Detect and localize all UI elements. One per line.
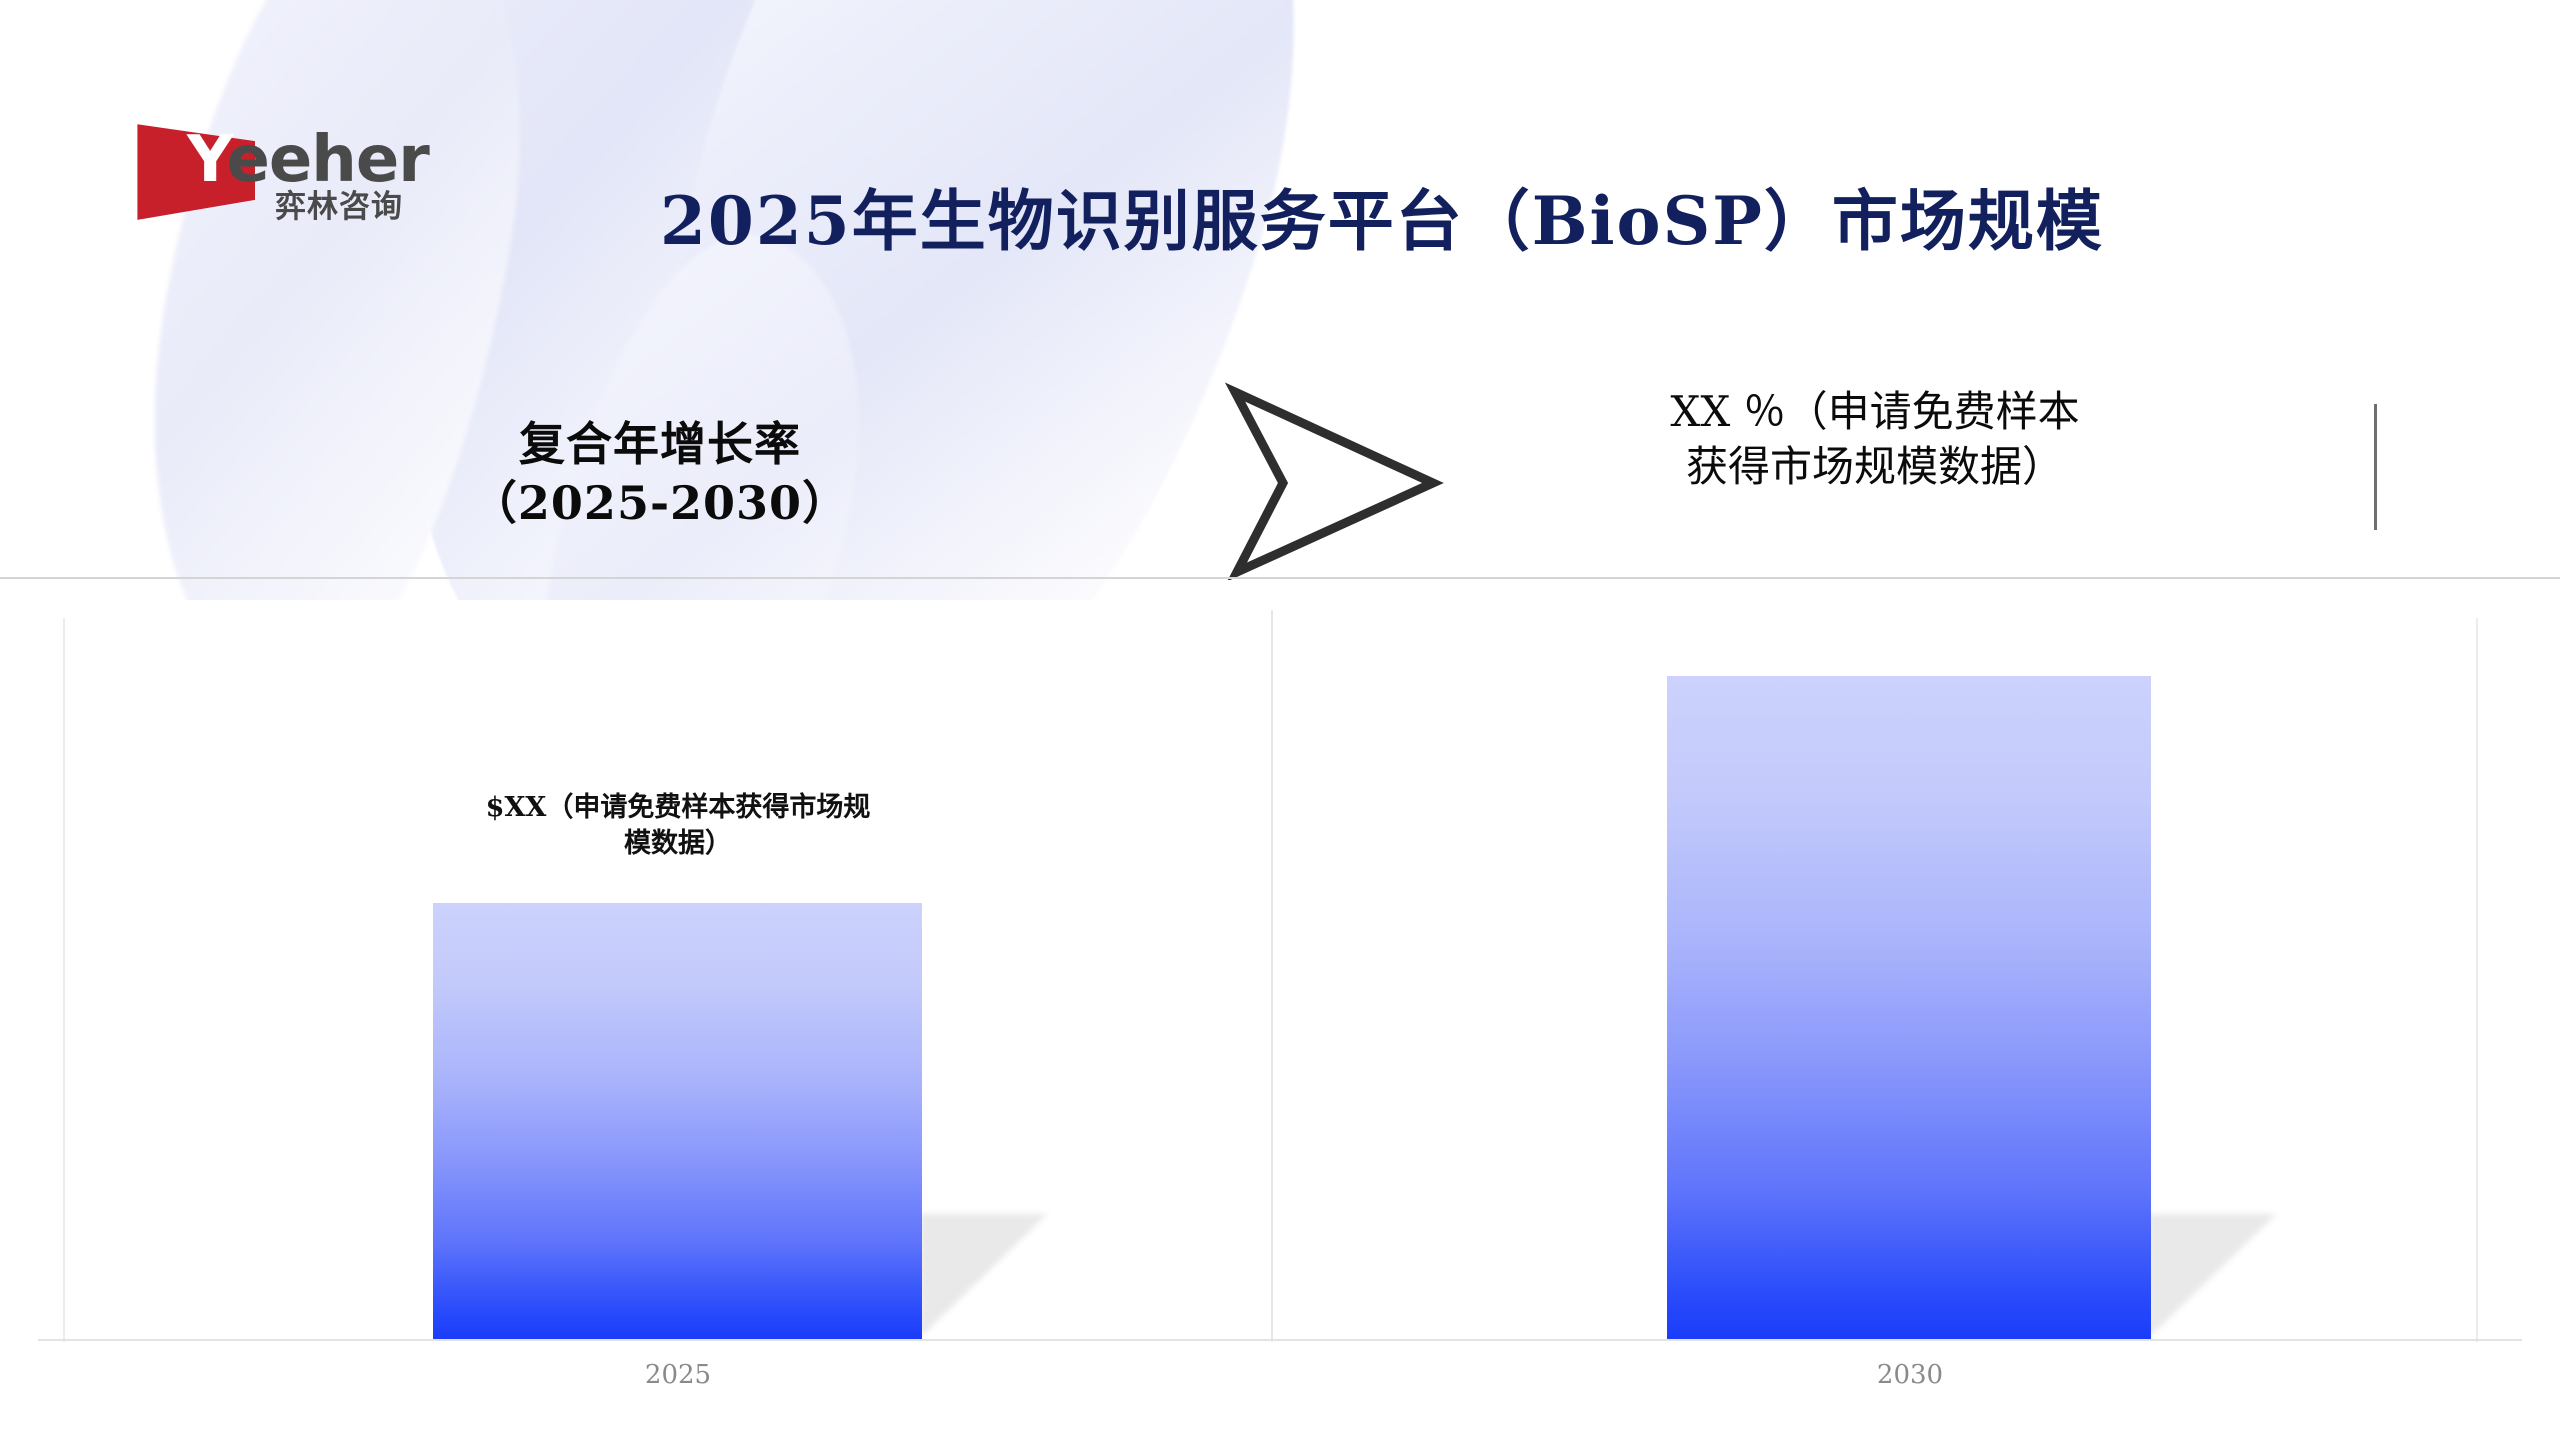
cagr-value-line1: XX ％（申请免费样本 [1670, 387, 2080, 436]
bar-2030[interactable] [1667, 676, 2151, 1340]
axis-tick-2025: 2025 [644, 1360, 712, 1390]
background-swoosh-4 [498, 207, 902, 600]
vertical-rule-right [2374, 404, 2377, 530]
chart-panel [63, 618, 2478, 1342]
logo-wordmark-rest: eeher [226, 123, 429, 197]
bar-2025-value-line2: 模数据） [624, 828, 732, 860]
cagr-value-line2: 获得市场规模数据） [1685, 441, 2064, 491]
logo-wordmark: Yeeher [187, 128, 430, 192]
chart-baseline [38, 1339, 2522, 1341]
axis-tick-2030: 2030 [1876, 1360, 1944, 1390]
bar-2025[interactable] [433, 903, 922, 1340]
chart-center-divider [1271, 610, 1273, 1342]
cagr-label-line1: 复合年增长率 [519, 417, 801, 471]
logo-chinese-name: 弈林咨询 [275, 189, 403, 225]
logo-wordmark-initial: Y [187, 123, 227, 197]
cagr-value: XX ％（申请免费样本 获得市场规模数据） [1625, 385, 2125, 494]
page-title: 2025年生物识别服务平台（BioSP）市场规模 [660, 182, 2104, 260]
bar-2025-value-label: $XX（申请免费样本获得市场规 模数据） [408, 790, 948, 863]
arrow-right-svg [1224, 382, 1444, 582]
header-divider [0, 577, 2560, 579]
brand-logo: Yeeher 弈林咨询 [135, 118, 475, 228]
cagr-label-line2: （2025-2030） [470, 475, 850, 530]
bar-2025-value-line1: $XX（申请免费样本获得市场规 [485, 792, 871, 823]
cagr-label: 复合年增长率 （2025-2030） [430, 415, 890, 533]
arrow-right-icon [1224, 380, 1445, 582]
